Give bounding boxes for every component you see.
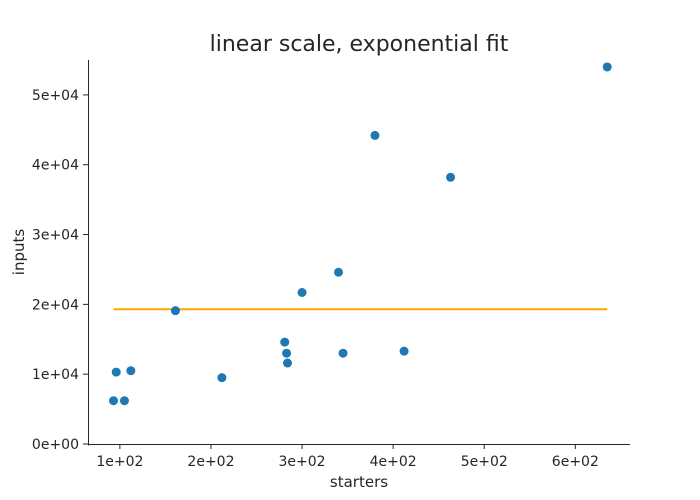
x-tick-label: 5e+02 [461, 454, 508, 470]
data-point [282, 358, 292, 368]
data-point [217, 373, 227, 383]
x-tick-label: 1e+02 [96, 454, 143, 470]
chart-title: linear scale, exponential fit [210, 32, 509, 57]
plot-area [109, 62, 612, 406]
y-tick-label: 3e+04 [32, 228, 79, 244]
x-tick-label: 3e+02 [279, 454, 326, 470]
data-point [338, 348, 348, 358]
x-tick-label: 4e+02 [370, 454, 417, 470]
data-point [282, 348, 292, 358]
data-point [119, 396, 129, 406]
data-point [399, 346, 409, 356]
x-axis-ticks: 1e+02 2e+02 3e+02 4e+02 5e+02 6e+02 [96, 444, 599, 470]
data-point [170, 306, 180, 316]
data-point [370, 130, 380, 140]
x-axis-label: starters [330, 473, 388, 491]
data-point [334, 267, 344, 277]
y-axis-label: inputs [10, 229, 28, 276]
y-tick-label: 4e+04 [32, 158, 79, 174]
data-point [280, 337, 290, 347]
y-axis-ticks: 0e+00 1e+04 2e+04 3e+04 4e+04 5e+04 [32, 88, 88, 453]
data-point [126, 366, 136, 376]
data-point [109, 396, 119, 406]
data-point [446, 172, 456, 182]
y-tick-label: 2e+04 [32, 297, 79, 313]
data-point [297, 287, 307, 297]
x-tick-label: 6e+02 [552, 454, 599, 470]
y-tick-label: 1e+04 [32, 367, 79, 383]
y-tick-label: 5e+04 [32, 88, 79, 104]
data-point [602, 62, 612, 72]
x-tick-label: 2e+02 [187, 454, 234, 470]
y-tick-label: 0e+00 [32, 437, 79, 453]
data-point [111, 367, 121, 377]
